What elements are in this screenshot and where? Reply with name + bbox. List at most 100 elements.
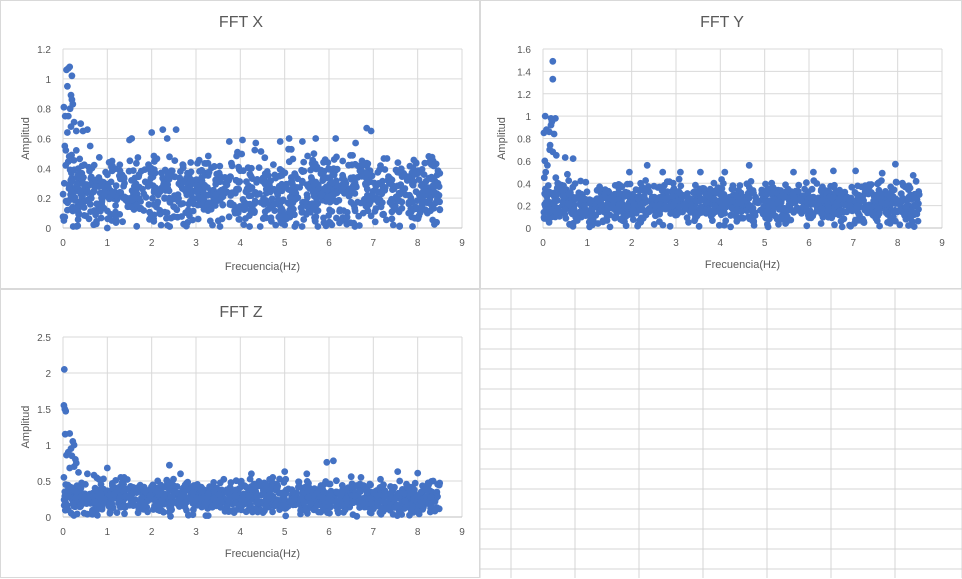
data-point xyxy=(810,193,817,201)
data-point xyxy=(60,103,68,111)
data-point xyxy=(803,179,810,187)
data-point xyxy=(848,183,856,191)
data-point xyxy=(218,215,226,223)
data-point xyxy=(343,495,350,503)
data-point xyxy=(276,207,284,214)
data-point xyxy=(573,195,580,203)
data-point xyxy=(576,208,584,216)
data-point xyxy=(852,167,859,175)
data-point xyxy=(774,198,781,206)
data-point xyxy=(718,209,725,217)
data-point xyxy=(836,207,843,215)
data-point xyxy=(91,498,99,506)
data-point xyxy=(90,221,98,229)
data-point xyxy=(66,430,74,437)
data-point xyxy=(634,194,642,202)
data-point xyxy=(134,154,142,161)
data-point xyxy=(818,210,826,218)
y-tick-label: 1 xyxy=(525,112,531,123)
data-point xyxy=(270,185,278,193)
data-point xyxy=(338,502,345,509)
data-point xyxy=(643,161,651,169)
data-point xyxy=(137,204,145,212)
data-point xyxy=(367,212,375,220)
data-point xyxy=(82,212,90,220)
data-point xyxy=(340,508,347,516)
data-point xyxy=(825,213,832,221)
data-point xyxy=(803,222,811,230)
data-point xyxy=(714,188,722,195)
data-point xyxy=(61,488,69,496)
data-point xyxy=(824,206,832,214)
data-point xyxy=(853,204,861,212)
data-point xyxy=(201,183,209,191)
data-point xyxy=(736,214,744,222)
data-point xyxy=(187,168,195,176)
data-point xyxy=(126,157,134,165)
data-point xyxy=(299,138,306,145)
data-point xyxy=(140,190,148,198)
data-point xyxy=(540,174,548,182)
data-point xyxy=(113,509,121,516)
data-point xyxy=(257,148,265,155)
data-point xyxy=(204,200,212,208)
data-point xyxy=(677,168,684,176)
data-point xyxy=(265,172,272,180)
data-point xyxy=(72,127,80,135)
data-point xyxy=(256,223,264,230)
data-points-noise xyxy=(60,474,444,520)
data-point xyxy=(624,202,631,210)
data-point xyxy=(109,483,117,491)
data-point xyxy=(66,63,74,71)
data-point xyxy=(156,488,164,496)
data-point xyxy=(198,487,206,495)
data-point xyxy=(843,193,851,201)
data-point xyxy=(307,486,315,494)
data-point xyxy=(272,500,279,508)
data-point xyxy=(167,196,174,204)
data-point xyxy=(408,489,415,497)
data-point xyxy=(119,218,126,226)
data-point xyxy=(228,201,236,209)
data-point xyxy=(103,224,111,232)
data-point xyxy=(394,159,402,167)
data-points-series xyxy=(60,366,437,514)
data-point xyxy=(893,179,900,186)
data-point xyxy=(261,208,269,216)
data-point xyxy=(876,222,883,230)
data-point xyxy=(249,508,256,516)
data-point xyxy=(884,219,891,226)
data-point xyxy=(230,507,238,514)
data-point xyxy=(179,161,187,169)
data-point xyxy=(185,511,192,519)
data-point xyxy=(835,195,843,203)
data-point xyxy=(193,176,200,184)
data-point xyxy=(100,183,108,190)
data-point xyxy=(607,194,615,202)
data-point xyxy=(775,220,782,228)
data-point xyxy=(711,202,718,210)
chart-fft-x[interactable]: FFT X 0 0.2 0.4 0.6 0.8 1 1.2 0 1 2 3 4 5 6 7 8 9 Frecuenc… xyxy=(0,0,480,289)
data-point xyxy=(232,176,240,184)
data-point xyxy=(276,166,284,173)
y-tick-label: 0.8 xyxy=(37,105,51,116)
data-point xyxy=(67,123,75,130)
x-tick-label: 7 xyxy=(371,527,377,538)
chart-fft-y[interactable]: FFT Y 0 0.2 0.4 0.6 0.8 1 1.2 1.4 1.6 0 1 2 3 4 5 6 7 8 9 Fr… xyxy=(480,0,962,289)
data-point xyxy=(104,171,111,179)
data-point xyxy=(247,173,255,180)
y-tick-label: 0.8 xyxy=(517,135,531,146)
chart-fft-z[interactable]: FFT Z 0 0.5 1 1.5 2 2.5 0 1 2 3 4 5 6 7 8 9 Frecuencia(Hz… xyxy=(0,289,480,578)
data-point xyxy=(170,213,178,221)
data-point xyxy=(372,205,380,212)
data-point xyxy=(559,192,567,200)
data-point xyxy=(314,200,322,207)
data-point xyxy=(577,177,585,185)
data-point xyxy=(425,153,433,160)
y-tick-label: 0.6 xyxy=(37,135,51,146)
data-point xyxy=(838,223,846,231)
x-tick-label: 1 xyxy=(105,238,111,249)
data-point xyxy=(830,183,838,191)
data-points-series xyxy=(60,63,433,232)
data-point xyxy=(126,493,134,501)
